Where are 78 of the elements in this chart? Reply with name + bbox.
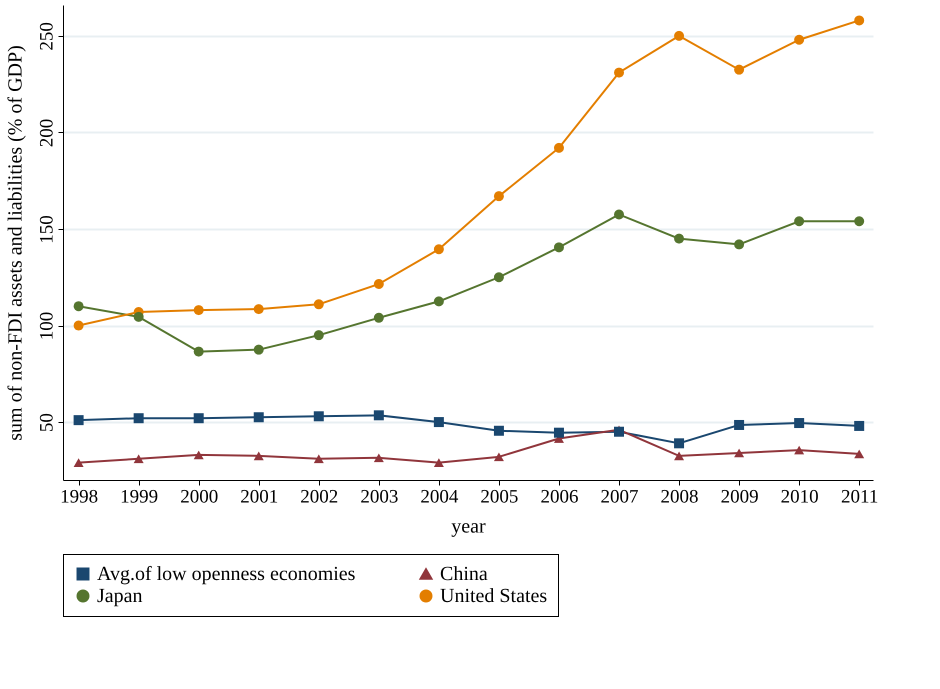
point [434, 296, 444, 306]
point [374, 279, 384, 290]
point [194, 305, 204, 316]
point [314, 330, 324, 340]
y-tick-label: 200 [36, 118, 58, 148]
y-tick-label: 250 [36, 22, 58, 51]
x-tick-label: 2001 [240, 486, 278, 508]
y-tick-label: 50 [36, 413, 58, 432]
point [674, 438, 684, 448]
x-tick-label: 2002 [300, 486, 338, 508]
x-tick-label: 2009 [720, 486, 759, 508]
x-tick-label: 2000 [180, 486, 218, 508]
point [194, 346, 204, 357]
point [614, 426, 624, 437]
x-tick-label: 1999 [120, 486, 158, 508]
point [134, 312, 144, 322]
point [254, 452, 264, 460]
point [494, 452, 504, 462]
point [794, 34, 804, 45]
x-tick-label: 2004 [420, 486, 459, 508]
point [194, 450, 204, 460]
point [374, 312, 384, 323]
point [134, 454, 144, 464]
point [854, 216, 864, 226]
point [554, 142, 564, 153]
y-axis-title: sum of non-FDI assets and liabilities (% of GDP) [4, 45, 26, 441]
point [494, 191, 504, 202]
point [554, 428, 564, 438]
point [134, 413, 144, 424]
point [254, 344, 264, 355]
point [854, 15, 864, 26]
point [734, 448, 744, 458]
point [74, 320, 84, 331]
point [854, 450, 864, 458]
point [554, 242, 564, 252]
y-tick-label: 100 [36, 312, 58, 340]
point [314, 454, 324, 464]
point [614, 210, 624, 220]
point [374, 453, 384, 462]
point [314, 411, 324, 422]
x-tick-label: 2006 [540, 486, 578, 508]
legend-label: United States [440, 585, 548, 607]
x-tick-label: 2007 [600, 486, 639, 508]
point [794, 216, 804, 226]
point [614, 68, 624, 78]
point [434, 244, 444, 254]
point [674, 452, 684, 460]
legend-label: China [440, 563, 488, 585]
point [494, 426, 504, 436]
y-tick-label: 150 [36, 215, 58, 244]
point [494, 272, 504, 282]
x-tick-label: 2005 [480, 486, 518, 508]
point [794, 418, 804, 428]
point [434, 417, 444, 428]
point [74, 458, 84, 467]
point [374, 410, 384, 420]
point [674, 30, 684, 41]
x-tick-label: 1998 [60, 486, 98, 508]
point [674, 234, 684, 244]
point [254, 412, 264, 422]
legend-label: Japan [97, 585, 143, 607]
point [734, 64, 744, 75]
point [854, 420, 864, 431]
point [74, 301, 84, 312]
point [254, 304, 264, 314]
point [734, 420, 744, 430]
point [74, 415, 84, 426]
x-tick-label: 2011 [841, 486, 878, 508]
x-tick-label: 2003 [360, 486, 398, 508]
x-tick-label: 2010 [780, 486, 819, 508]
point [194, 413, 204, 424]
point [794, 446, 804, 454]
x-tick-label: 2008 [660, 486, 699, 508]
x-axis-title: year [451, 516, 486, 538]
point [434, 458, 444, 467]
point [314, 299, 324, 310]
legend-label: Avg.of low openness economies [97, 563, 356, 585]
point [734, 239, 744, 250]
